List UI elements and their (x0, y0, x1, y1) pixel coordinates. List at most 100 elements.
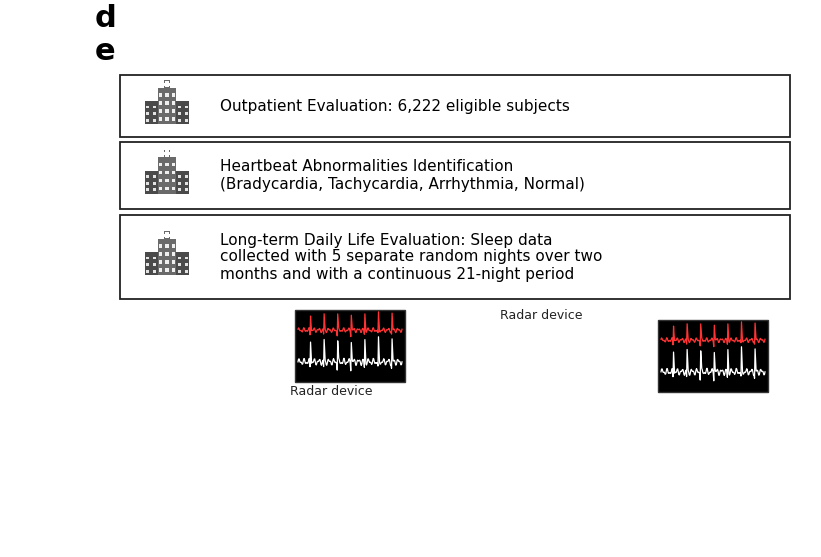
Bar (160, 153, 173, 155)
Bar (178, 263, 181, 266)
Text: e: e (95, 37, 116, 66)
Bar (120, 215, 790, 299)
Bar (159, 110, 163, 113)
Bar (158, 239, 177, 275)
Bar (160, 83, 173, 86)
Bar (178, 257, 181, 260)
Bar (159, 94, 163, 97)
Bar (166, 94, 168, 97)
Bar (159, 245, 163, 248)
Bar (166, 81, 168, 87)
Bar (172, 268, 175, 272)
Bar (172, 261, 175, 264)
Bar (144, 252, 158, 275)
Bar (166, 110, 168, 113)
Bar (166, 245, 168, 248)
Bar (166, 150, 168, 157)
Bar (166, 232, 168, 238)
Bar (153, 263, 156, 266)
Text: Heartbeat Abnormalities Identification: Heartbeat Abnormalities Identification (220, 159, 513, 174)
Bar (177, 252, 190, 275)
Bar (153, 119, 156, 121)
Bar (159, 252, 163, 256)
Bar (166, 171, 168, 174)
Bar (178, 270, 181, 272)
Bar (172, 94, 175, 97)
Bar (295, 310, 405, 382)
Bar (177, 170, 190, 193)
Bar (178, 106, 181, 109)
Bar (177, 101, 190, 124)
Text: Radar device: Radar device (500, 309, 583, 322)
Bar (658, 320, 768, 392)
Bar (153, 106, 156, 109)
Bar (172, 245, 175, 248)
Bar (153, 112, 156, 115)
Bar (172, 118, 175, 121)
Text: (Bradycardia, Tachycardia, Arrhythmia, Normal): (Bradycardia, Tachycardia, Arrhythmia, N… (220, 177, 585, 192)
Bar (158, 88, 177, 124)
Bar (178, 112, 181, 115)
Bar (172, 101, 175, 105)
Bar (185, 188, 187, 191)
Bar (166, 163, 168, 167)
Bar (159, 268, 163, 272)
Bar (172, 171, 175, 174)
Bar (166, 252, 168, 256)
Bar (164, 149, 170, 158)
Bar (160, 234, 173, 237)
Bar (146, 263, 149, 266)
Bar (185, 263, 187, 266)
Bar (159, 101, 163, 105)
Bar (146, 188, 149, 191)
Bar (164, 80, 170, 88)
Text: d: d (95, 4, 117, 33)
Bar (159, 261, 163, 264)
Bar (172, 163, 175, 167)
Bar (166, 101, 168, 105)
Bar (144, 170, 158, 193)
Bar (185, 270, 187, 272)
Bar (185, 106, 187, 109)
Bar (185, 257, 187, 260)
Bar (146, 257, 149, 260)
Bar (146, 106, 149, 109)
Bar (144, 101, 158, 124)
Bar (153, 270, 156, 272)
Bar (172, 179, 175, 183)
Text: collected with 5 separate random nights over two: collected with 5 separate random nights … (220, 250, 603, 265)
Bar (153, 175, 156, 178)
Bar (159, 179, 163, 183)
Bar (185, 182, 187, 184)
Bar (146, 175, 149, 178)
Text: Long-term Daily Life Evaluation: Sleep data: Long-term Daily Life Evaluation: Sleep d… (220, 232, 553, 247)
Text: Outpatient Evaluation: 6,222 eligible subjects: Outpatient Evaluation: 6,222 eligible su… (220, 99, 570, 114)
Bar (172, 252, 175, 256)
Bar (185, 175, 187, 178)
Bar (166, 187, 168, 190)
Bar (166, 261, 168, 264)
Bar (159, 118, 163, 121)
Bar (178, 188, 181, 191)
Bar (120, 75, 790, 137)
Bar (172, 110, 175, 113)
Bar (166, 118, 168, 121)
Bar (159, 163, 163, 167)
Bar (146, 270, 149, 272)
Bar (166, 179, 168, 183)
Bar (159, 187, 163, 190)
Bar (159, 171, 163, 174)
Bar (178, 175, 181, 178)
Bar (146, 112, 149, 115)
Bar (158, 158, 177, 193)
Text: Radar device: Radar device (290, 385, 373, 398)
Bar (120, 142, 790, 209)
Bar (185, 112, 187, 115)
Bar (153, 257, 156, 260)
Bar (153, 188, 156, 191)
Bar (172, 187, 175, 190)
Bar (166, 268, 168, 272)
Bar (153, 182, 156, 184)
Bar (185, 119, 187, 121)
Text: months and with a continuous 21-night period: months and with a continuous 21-night pe… (220, 266, 574, 281)
